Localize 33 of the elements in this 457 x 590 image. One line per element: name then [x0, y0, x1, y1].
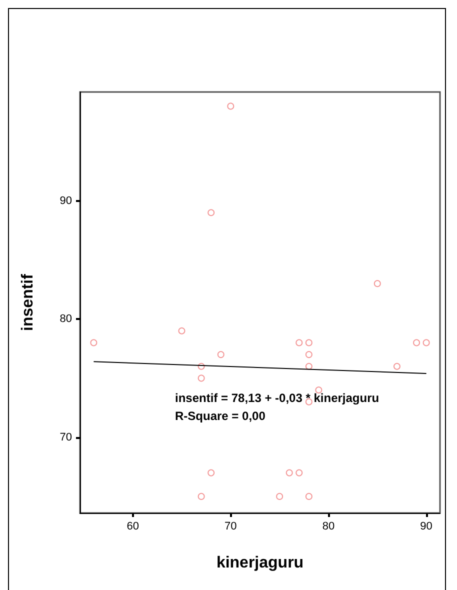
- y-axis-title: insentif: [20, 273, 36, 331]
- point: [305, 339, 312, 346]
- point: [198, 492, 205, 500]
- point: [305, 398, 312, 406]
- point: [413, 339, 420, 346]
- point: [276, 492, 284, 500]
- point: [296, 469, 303, 476]
- x-tick-label: 70: [224, 520, 237, 532]
- y-tick-label: 80: [60, 313, 72, 326]
- point: [208, 469, 215, 476]
- x-axis-title: kinerjaguru: [216, 554, 304, 572]
- point: [227, 102, 234, 110]
- point: [374, 280, 381, 288]
- point: [305, 362, 312, 370]
- point: [393, 362, 400, 370]
- x-tick-label: 90: [420, 520, 432, 532]
- x-tick-label: 60: [126, 520, 139, 532]
- point: [217, 351, 224, 358]
- point: [198, 362, 205, 370]
- point: [305, 351, 312, 358]
- annotation: insentif = 78,13 + -0,03 * kinerjaguru: [175, 391, 380, 405]
- point: [178, 327, 186, 334]
- x-tick-label: 80: [322, 520, 335, 532]
- point: [90, 339, 98, 346]
- point: [422, 339, 430, 346]
- y-tick-label: 70: [60, 431, 72, 444]
- point: [198, 374, 205, 382]
- y-tick-label: 90: [60, 194, 72, 207]
- point: [208, 209, 215, 216]
- point: [305, 492, 312, 500]
- point: [286, 469, 293, 476]
- annotation: R-Square = 0,00: [175, 409, 266, 423]
- point: [296, 339, 303, 346]
